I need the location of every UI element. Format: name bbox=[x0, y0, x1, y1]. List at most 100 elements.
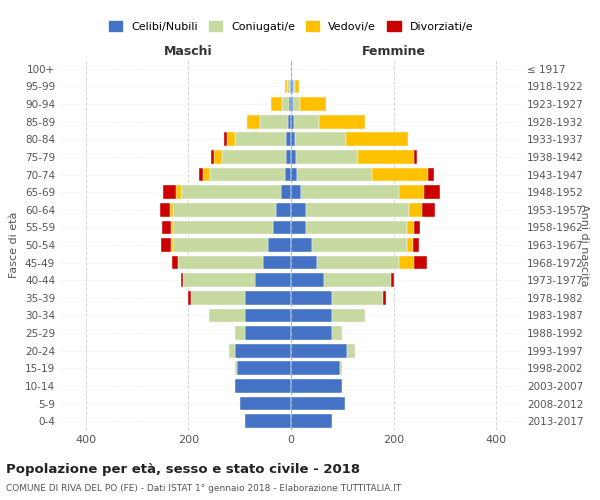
Y-axis label: Fasce di età: Fasce di età bbox=[10, 212, 19, 278]
Bar bbox=[307, 220, 407, 234]
Bar bbox=[291, 326, 332, 340]
Bar bbox=[199, 168, 203, 181]
Bar bbox=[245, 326, 291, 340]
Bar bbox=[291, 396, 345, 410]
Bar bbox=[191, 291, 245, 304]
Bar bbox=[293, 97, 300, 111]
Bar bbox=[224, 132, 227, 146]
Bar bbox=[282, 97, 289, 111]
Bar bbox=[291, 203, 307, 216]
Bar bbox=[311, 238, 407, 252]
Text: Popolazione per età, sesso e stato civile - 2018: Popolazione per età, sesso e stato civil… bbox=[6, 462, 360, 475]
Bar bbox=[332, 308, 365, 322]
Bar bbox=[293, 80, 295, 94]
Bar bbox=[424, 186, 440, 199]
Bar bbox=[291, 97, 293, 111]
Bar bbox=[297, 168, 371, 181]
Bar bbox=[178, 256, 263, 270]
Bar bbox=[281, 186, 291, 199]
Bar bbox=[422, 203, 435, 216]
Bar bbox=[291, 291, 332, 304]
Bar bbox=[209, 308, 245, 322]
Bar bbox=[235, 362, 237, 375]
Bar bbox=[428, 168, 434, 181]
Bar bbox=[263, 256, 291, 270]
Bar bbox=[307, 203, 409, 216]
Bar bbox=[413, 238, 419, 252]
Bar bbox=[399, 256, 414, 270]
Bar bbox=[409, 203, 422, 216]
Bar bbox=[293, 115, 319, 128]
Bar bbox=[317, 256, 399, 270]
Bar bbox=[290, 80, 291, 94]
Bar bbox=[235, 344, 291, 358]
Bar bbox=[347, 344, 355, 358]
Bar bbox=[271, 97, 282, 111]
Bar bbox=[222, 150, 286, 164]
Bar bbox=[285, 80, 287, 94]
Bar bbox=[172, 256, 178, 270]
Bar bbox=[275, 203, 291, 216]
Bar bbox=[332, 326, 343, 340]
Bar bbox=[161, 238, 172, 252]
Bar bbox=[227, 132, 235, 146]
Bar bbox=[391, 274, 394, 287]
Bar bbox=[172, 220, 173, 234]
Bar bbox=[173, 220, 273, 234]
Bar bbox=[407, 220, 414, 234]
Text: COMUNE DI RIVA DEL PO (FE) - Dati ISTAT 1° gennaio 2018 - Elaborazione TUTTITALI: COMUNE DI RIVA DEL PO (FE) - Dati ISTAT … bbox=[6, 484, 401, 493]
Bar bbox=[260, 115, 289, 128]
Text: Femmine: Femmine bbox=[362, 45, 425, 58]
Bar bbox=[291, 256, 317, 270]
Bar bbox=[173, 203, 275, 216]
Bar bbox=[163, 186, 176, 199]
Bar bbox=[181, 186, 281, 199]
Bar bbox=[235, 326, 245, 340]
Bar bbox=[291, 132, 295, 146]
Bar bbox=[255, 274, 291, 287]
Bar bbox=[291, 186, 301, 199]
Bar bbox=[399, 186, 424, 199]
Bar bbox=[173, 238, 268, 252]
Bar bbox=[291, 150, 296, 164]
Bar bbox=[383, 291, 386, 304]
Bar bbox=[414, 220, 421, 234]
Bar bbox=[235, 379, 291, 393]
Bar bbox=[325, 274, 391, 287]
Bar bbox=[247, 115, 260, 128]
Bar bbox=[291, 274, 325, 287]
Bar bbox=[162, 220, 172, 234]
Bar bbox=[245, 308, 291, 322]
Bar bbox=[289, 97, 291, 111]
Bar bbox=[291, 115, 293, 128]
Bar bbox=[285, 168, 291, 181]
Bar bbox=[211, 168, 285, 181]
Bar bbox=[291, 168, 297, 181]
Bar bbox=[188, 291, 191, 304]
Bar bbox=[289, 115, 291, 128]
Bar bbox=[291, 308, 332, 322]
Bar bbox=[286, 132, 291, 146]
Bar bbox=[332, 291, 383, 304]
Bar bbox=[170, 203, 173, 216]
Bar bbox=[340, 362, 343, 375]
Bar bbox=[291, 220, 307, 234]
Bar bbox=[301, 186, 399, 199]
Bar bbox=[239, 396, 291, 410]
Bar bbox=[291, 238, 311, 252]
Bar bbox=[358, 150, 414, 164]
Bar bbox=[319, 115, 365, 128]
Bar bbox=[268, 238, 291, 252]
Bar bbox=[203, 168, 211, 181]
Bar bbox=[160, 203, 170, 216]
Y-axis label: Anni di nascita: Anni di nascita bbox=[579, 204, 589, 286]
Bar bbox=[287, 80, 290, 94]
Bar bbox=[291, 80, 293, 94]
Bar bbox=[414, 256, 427, 270]
Bar bbox=[300, 97, 326, 111]
Bar bbox=[295, 80, 299, 94]
Bar bbox=[291, 362, 340, 375]
Bar bbox=[346, 132, 408, 146]
Bar bbox=[291, 414, 332, 428]
Bar bbox=[172, 238, 173, 252]
